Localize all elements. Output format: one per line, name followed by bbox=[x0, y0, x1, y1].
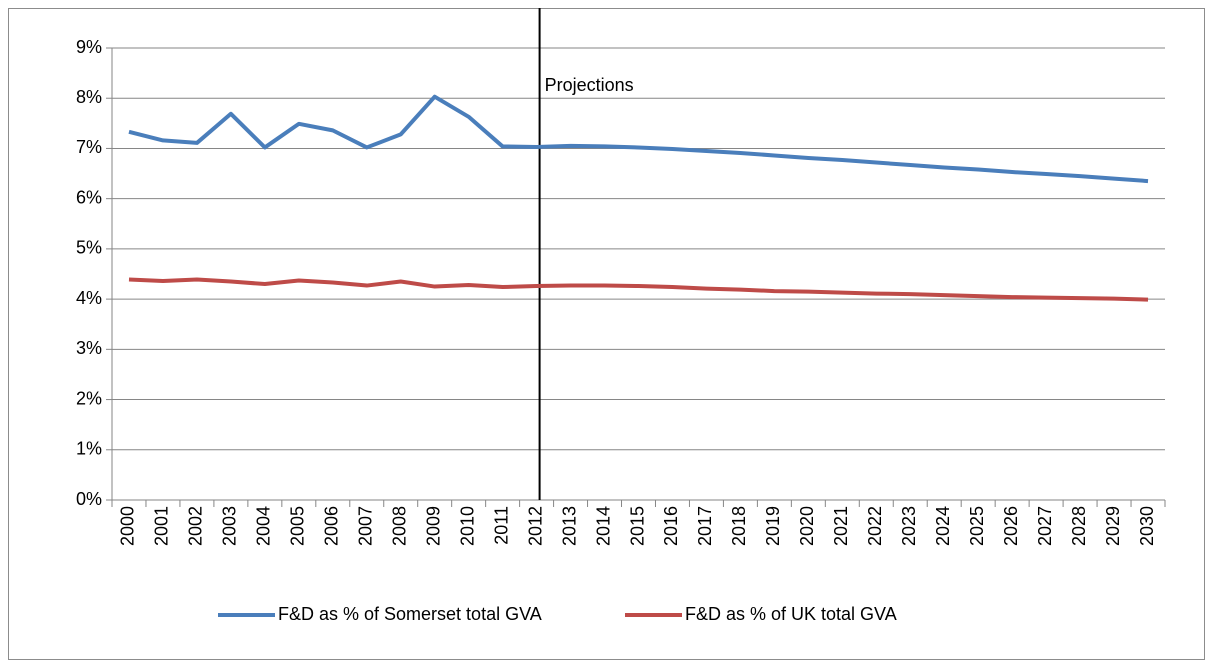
series-line bbox=[128, 277, 1149, 302]
x-tick-label: 2022 bbox=[865, 506, 885, 546]
x-tick-label: 2030 bbox=[1137, 506, 1157, 546]
x-tick-label: 2028 bbox=[1069, 506, 1089, 546]
x-tick-label: 2019 bbox=[763, 506, 783, 546]
y-tick-label: 0% bbox=[76, 489, 102, 509]
annotation: Projections bbox=[545, 75, 634, 95]
x-tick-label: 2021 bbox=[831, 506, 851, 546]
legend-label: F&D as % of UK total GVA bbox=[685, 604, 897, 624]
x-tick-label: 2000 bbox=[118, 506, 138, 546]
x-tick-label: 2009 bbox=[423, 506, 443, 546]
x-tick-label: 2020 bbox=[797, 506, 817, 546]
y-tick-label: 2% bbox=[76, 388, 102, 408]
x-tick-label: 2005 bbox=[288, 506, 308, 546]
x-tick-label: 2006 bbox=[322, 506, 342, 546]
x-tick-label: 2016 bbox=[661, 506, 681, 546]
y-tick-label: 3% bbox=[76, 338, 102, 358]
x-tick-label: 2012 bbox=[525, 506, 545, 546]
x-tick-label: 2018 bbox=[729, 506, 749, 546]
x-tick-label: 2004 bbox=[254, 506, 274, 546]
x-tick-label: 2017 bbox=[695, 506, 715, 546]
x-tick-label: 2008 bbox=[389, 506, 409, 546]
x-tick-label: 2007 bbox=[356, 506, 376, 546]
series-line bbox=[128, 94, 1149, 184]
x-tick-label: 2023 bbox=[899, 506, 919, 546]
x-tick-label: 2002 bbox=[186, 506, 206, 546]
x-tick-label: 2026 bbox=[1001, 506, 1021, 546]
y-tick-label: 1% bbox=[76, 439, 102, 459]
legend-label: F&D as % of Somerset total GVA bbox=[278, 604, 542, 624]
x-tick-label: 2011 bbox=[491, 506, 511, 545]
x-tick-label: 2024 bbox=[933, 506, 953, 546]
x-tick-label: 2001 bbox=[152, 506, 172, 546]
y-tick-label: 6% bbox=[76, 187, 102, 207]
x-tick-label: 2014 bbox=[593, 506, 613, 546]
y-tick-label: 4% bbox=[76, 288, 102, 308]
y-tick-label: 5% bbox=[76, 238, 102, 258]
x-tick-label: 2027 bbox=[1035, 506, 1055, 546]
x-tick-label: 2029 bbox=[1103, 506, 1123, 546]
x-tick-label: 2003 bbox=[220, 506, 240, 546]
y-tick-label: 7% bbox=[76, 137, 102, 157]
chart-border bbox=[8, 8, 1205, 660]
x-tick-label: 2015 bbox=[627, 506, 647, 546]
y-tick-label: 8% bbox=[76, 87, 102, 107]
x-tick-label: 2010 bbox=[457, 506, 477, 546]
x-tick-label: 2013 bbox=[559, 506, 579, 546]
y-tick-label: 9% bbox=[76, 37, 102, 57]
x-tick-label: 2025 bbox=[967, 506, 987, 546]
